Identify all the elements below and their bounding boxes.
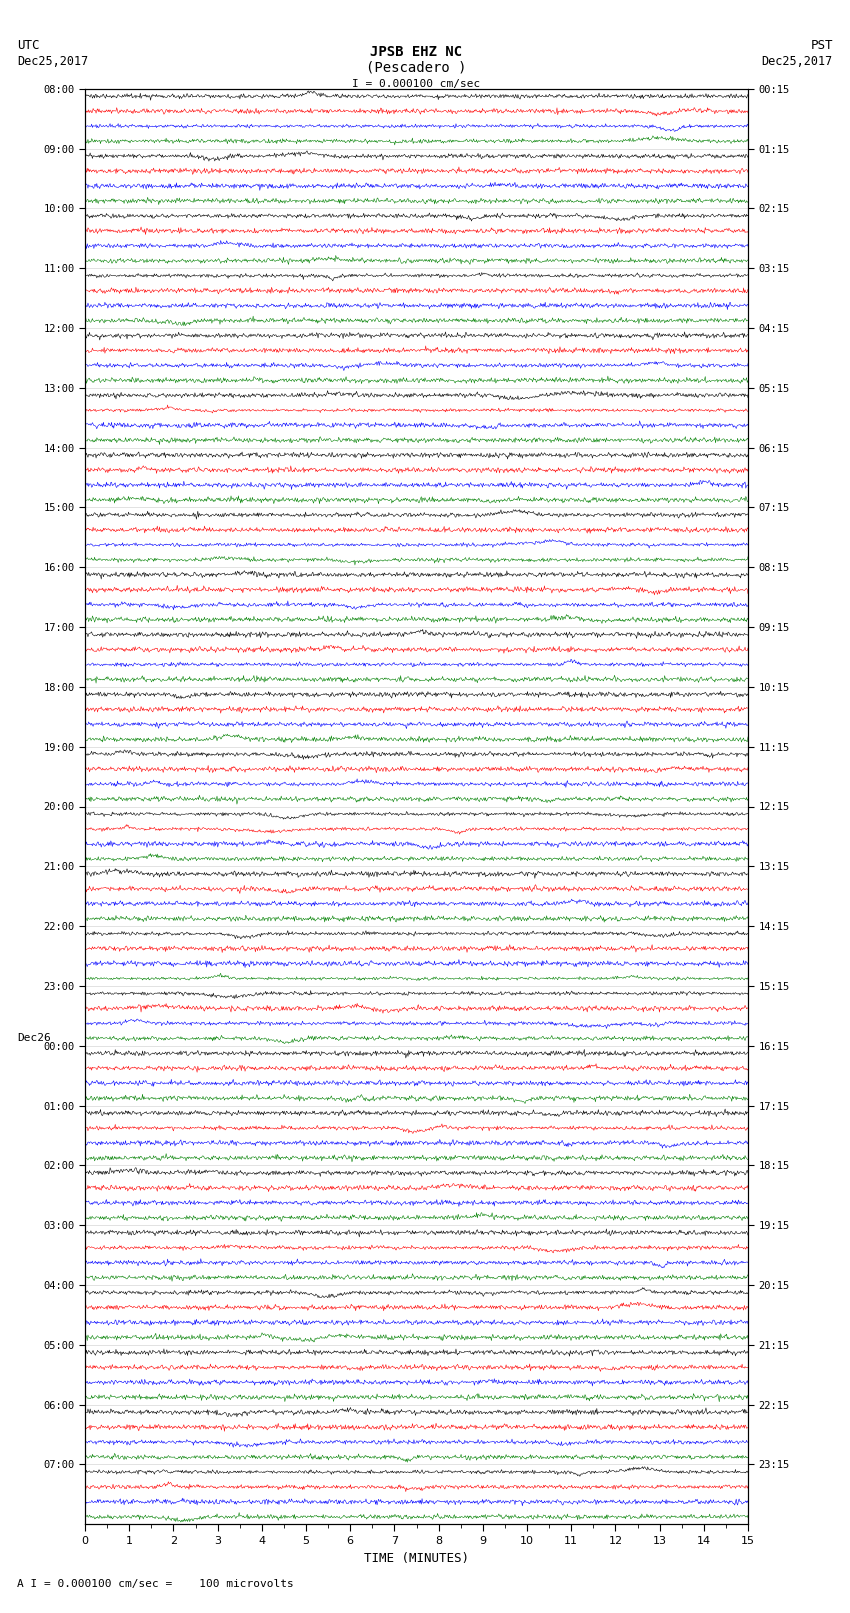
Text: Dec26: Dec26 bbox=[17, 1032, 51, 1042]
Text: UTC: UTC bbox=[17, 39, 39, 52]
Text: A I = 0.000100 cm/sec =    100 microvolts: A I = 0.000100 cm/sec = 100 microvolts bbox=[17, 1579, 294, 1589]
Text: I = 0.000100 cm/sec: I = 0.000100 cm/sec bbox=[353, 79, 480, 89]
X-axis label: TIME (MINUTES): TIME (MINUTES) bbox=[364, 1552, 469, 1565]
Text: (Pescadero ): (Pescadero ) bbox=[366, 61, 467, 74]
Text: Dec25,2017: Dec25,2017 bbox=[17, 55, 88, 68]
Text: Dec25,2017: Dec25,2017 bbox=[762, 55, 833, 68]
Text: PST: PST bbox=[811, 39, 833, 52]
Text: JPSB EHZ NC: JPSB EHZ NC bbox=[371, 45, 462, 58]
